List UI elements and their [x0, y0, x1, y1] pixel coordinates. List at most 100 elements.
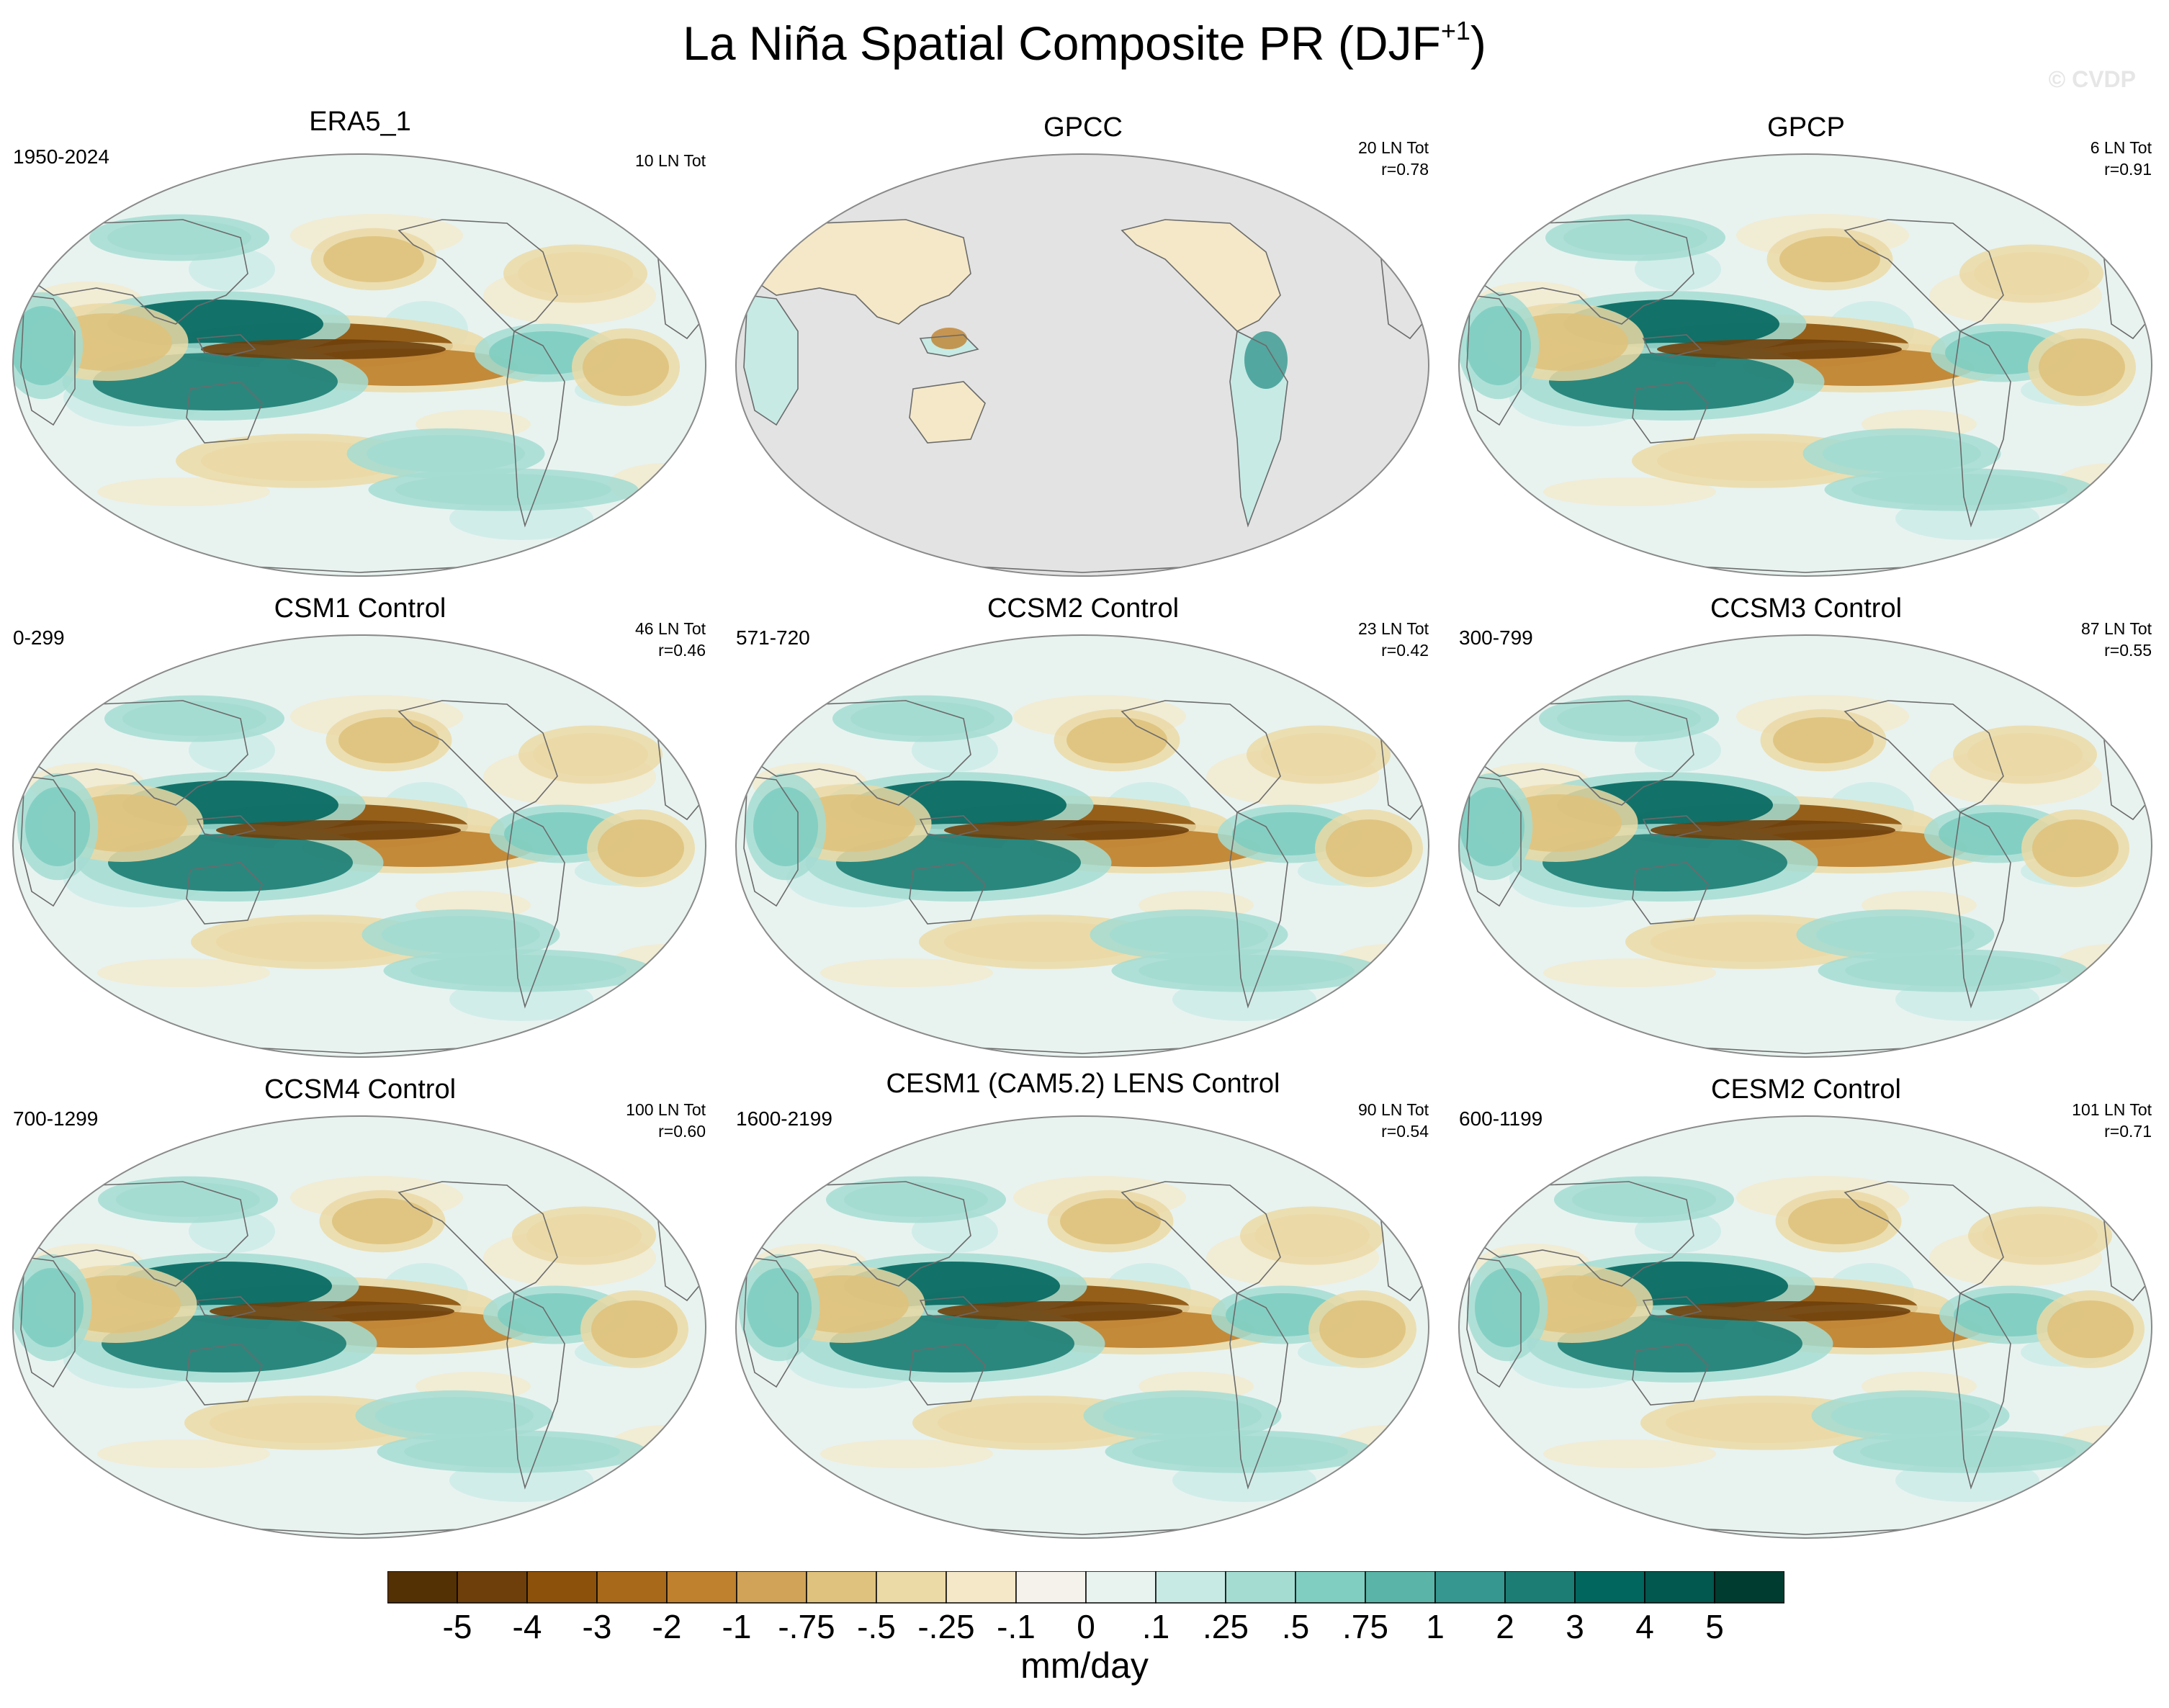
coastline: [754, 1181, 971, 1287]
anomaly-blob: [367, 435, 525, 472]
panel-event-count: 23 LN Tot: [1357, 619, 1429, 638]
coastline: [31, 219, 248, 325]
colorbar-tick-label: 1: [1426, 1608, 1445, 1645]
coastline: [1121, 700, 1281, 813]
panel-event-count: 100 LN Tot: [626, 1100, 706, 1119]
anomaly-blob: [122, 701, 266, 736]
coastline: [186, 862, 263, 925]
colorbar-tick-label: 5: [1705, 1608, 1724, 1645]
coastline: [754, 219, 971, 325]
anomaly-blob: [1466, 306, 1531, 385]
panel-title: ERA5_1: [309, 107, 411, 137]
anomaly-blob: [1110, 916, 1268, 953]
colorbar-swatch: [1225, 1571, 1296, 1604]
colorbar-swatch: [806, 1571, 877, 1604]
anomaly-blob: [533, 733, 648, 776]
anomaly-blob: [97, 477, 270, 506]
colorbar-swatch: [946, 1571, 1017, 1604]
coastline: [1642, 334, 1702, 357]
panel-title: GPCC: [1043, 112, 1123, 143]
coastline: [1466, 776, 1522, 907]
anomaly-core: [210, 1301, 454, 1321]
coastline: [1632, 862, 1709, 925]
map-border: [12, 1115, 706, 1539]
map-panel: CCSM4 Control 700-1299 100 LN Tot r=0.60: [0, 1041, 720, 1539]
panel-years: 0-299: [13, 626, 65, 649]
panel-event-count: 46 LN Tot: [634, 619, 706, 638]
coastline: [919, 1296, 979, 1319]
panel-stats: 46 LN Tot r=0.46: [635, 618, 706, 661]
anomaly-blob: [1543, 958, 1716, 987]
panel-correlation: r=0.54: [1381, 1122, 1429, 1141]
anomaly-blob: [1244, 331, 1288, 389]
panel-event-count: 20 LN Tot: [1357, 138, 1429, 157]
coastline: [1121, 219, 1281, 332]
map-panel: ERA5_1 1950-2024 10 LN Tot: [0, 79, 720, 577]
anomaly-blob: [1779, 236, 1880, 282]
anomaly-blob: [1460, 787, 1524, 866]
panel-correlation: r=0.60: [658, 1122, 706, 1141]
map-panel: CESM2 Control 600-1199 101 LN Tot r=0.71: [1446, 1041, 2166, 1539]
anomaly-blob: [1974, 252, 2089, 295]
anomaly-blob: [526, 1214, 642, 1257]
panel-title: CSM1 Control: [274, 593, 446, 624]
colorbar-tick-label: 3: [1566, 1608, 1584, 1645]
anomaly-blob: [598, 819, 684, 877]
colorbar-swatch: [736, 1571, 807, 1604]
coastline: [1952, 1292, 2011, 1490]
anomaly-blob: [1845, 955, 2061, 986]
anomaly-blob: [13, 306, 75, 385]
anomaly-blob: [332, 1198, 433, 1244]
panel-years: 1600-2199: [736, 1107, 832, 1130]
title-text: La Niña Spatial Composite PR (DJF: [683, 17, 1441, 70]
land-anomaly: [744, 295, 798, 425]
map-border: [12, 153, 706, 577]
anomaly-blob: [19, 1268, 84, 1347]
colorbar-tick-label: .5: [1281, 1608, 1310, 1645]
coastline: [1477, 219, 1694, 325]
anomaly-blob: [736, 675, 805, 704]
panel-event-count: 87 LN Tot: [2080, 619, 2152, 638]
colorbar-swatch: [596, 1571, 668, 1604]
colorbar-swatch: [1365, 1571, 1436, 1604]
panel-years: 571-720: [736, 626, 810, 649]
anomaly-core: [938, 1301, 1182, 1321]
coastline: [909, 862, 986, 925]
coastline: [919, 815, 979, 838]
panel-stats: 23 LN Tot r=0.42: [1358, 618, 1429, 661]
map-panel: CSM1 Control 0-299 46 LN Tot r=0.46: [0, 560, 720, 1058]
anomaly-blob: [410, 955, 627, 986]
colorbar-swatch: [1504, 1571, 1576, 1604]
anomaly-blob: [25, 787, 90, 866]
coastline: [1642, 815, 1702, 838]
coastline: [919, 334, 979, 357]
coastline: [196, 815, 256, 838]
robinson-map: [12, 153, 706, 577]
anomaly-blob: [395, 474, 611, 505]
anomaly-blob: [1816, 916, 1975, 953]
map-border: [12, 634, 706, 1058]
panel-correlation: r=0.71: [2104, 1122, 2152, 1141]
map-border: [735, 634, 1429, 1058]
coastline: [196, 334, 256, 357]
coastline: [20, 295, 76, 426]
anomaly-blob: [1254, 1214, 1370, 1257]
coastline: [1844, 1181, 2004, 1294]
panel-years: 300-799: [1459, 626, 1533, 649]
panel-event-count: 101 LN Tot: [2072, 1100, 2152, 1119]
panel-event-count: 90 LN Tot: [1357, 1100, 1429, 1119]
anomaly-blob: [518, 252, 633, 295]
coastline: [506, 1292, 565, 1490]
coastline: [398, 219, 558, 332]
colorbar-swatch: [1644, 1571, 1715, 1604]
panel-years: 600-1199: [1459, 1107, 1543, 1130]
title-close: ): [1470, 17, 1486, 70]
anomaly-blob: [382, 916, 540, 953]
map-border: [1458, 634, 2152, 1058]
anomaly-blob: [1139, 955, 1355, 986]
anomaly-blob: [2047, 1300, 2134, 1358]
anomaly-blob: [338, 717, 439, 763]
coastline: [909, 381, 986, 444]
coastline: [1632, 1343, 1709, 1406]
